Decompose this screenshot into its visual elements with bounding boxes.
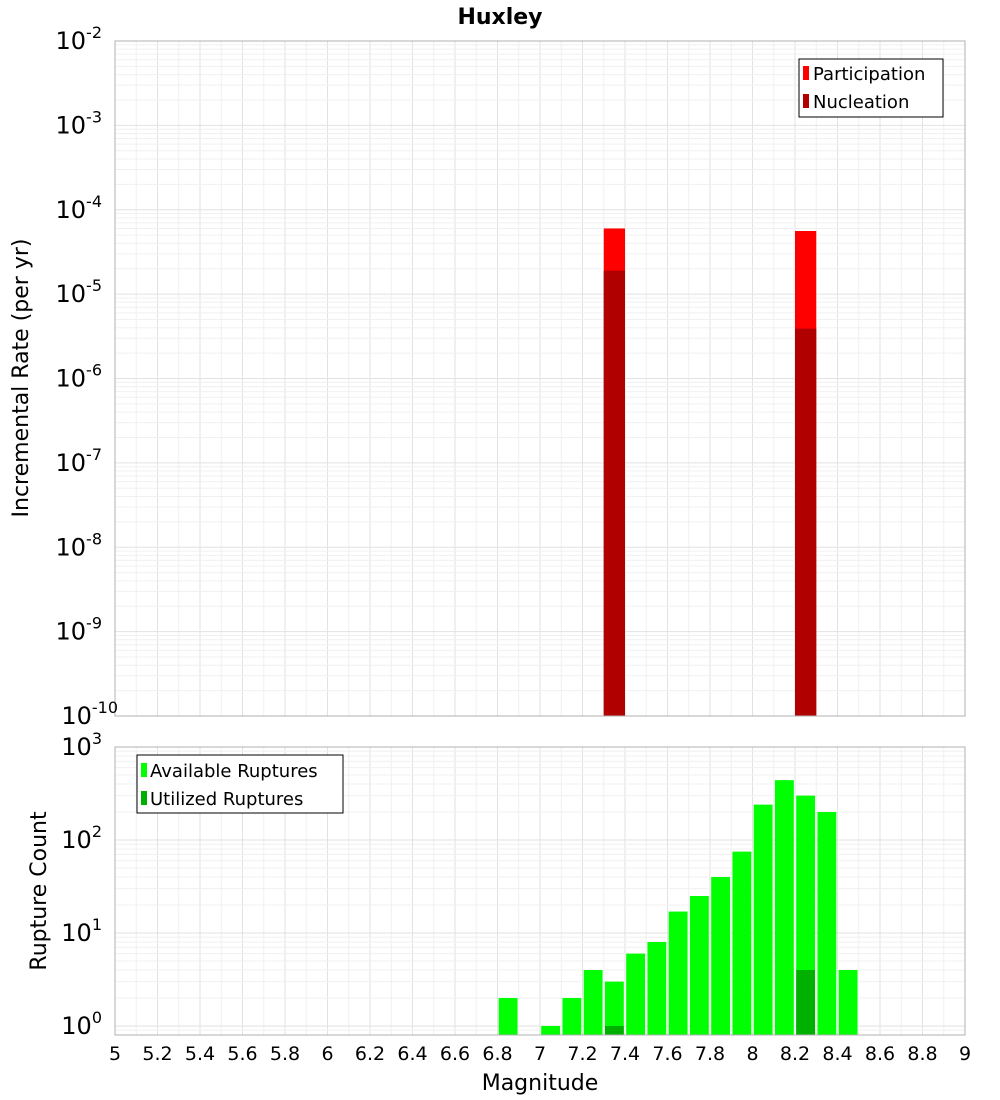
top-y-axis-label: Incremental Rate (per yr) xyxy=(9,239,34,518)
bottom-bar-available-ruptures xyxy=(732,851,752,1035)
x-tick-label: 8.8 xyxy=(907,1043,937,1065)
y-tick-label: 10-6 xyxy=(56,361,103,393)
legend-label-nucleation: Nucleation xyxy=(813,92,909,113)
x-tick-label: 7 xyxy=(534,1043,546,1065)
bottom-bar-available-ruptures xyxy=(753,804,773,1035)
bottom-legend: Available Ruptures Utilized Ruptures xyxy=(136,754,344,814)
bottom-bar-utilized-ruptures xyxy=(796,969,816,1035)
x-tick-label: 8 xyxy=(746,1043,758,1065)
y-tick-label: 10-5 xyxy=(56,276,103,308)
bottom-plot-frame xyxy=(114,746,966,1036)
y-tick-label: 10-10 xyxy=(61,698,118,730)
y-tick-label: 103 xyxy=(61,729,102,761)
bottom-bar-available-ruptures xyxy=(668,911,688,1035)
x-axis-label: Magnitude xyxy=(482,1071,599,1096)
bottom-bar-available-ruptures xyxy=(626,953,646,1035)
y-tick-label: 10-8 xyxy=(56,529,103,561)
legend-label-utilized-ruptures: Utilized Ruptures xyxy=(150,789,303,810)
legend-swatch-available-ruptures xyxy=(141,763,147,777)
top-plot-frame xyxy=(114,40,966,717)
x-tick-label: 8.2 xyxy=(780,1043,810,1065)
top-bar-nucleation xyxy=(795,328,817,716)
x-tick-label: 5.6 xyxy=(227,1043,257,1065)
y-tick-label: 10-4 xyxy=(56,192,103,224)
x-tick-label: 6.4 xyxy=(397,1043,427,1065)
legend-swatch-nucleation xyxy=(803,94,809,108)
legend-label-participation: Participation xyxy=(813,64,925,85)
bottom-bar-available-ruptures xyxy=(604,981,624,1035)
legend-swatch-participation xyxy=(803,66,809,80)
x-tick-label: 6.6 xyxy=(440,1043,470,1065)
bottom-y-axis-label: Rupture Count xyxy=(27,811,52,971)
y-tick-label: 10-7 xyxy=(56,445,103,477)
x-tick-label: 6 xyxy=(321,1043,333,1065)
bottom-bar-available-ruptures xyxy=(647,942,667,1035)
x-tick-label: 6.2 xyxy=(355,1043,385,1065)
bottom-plot-bars xyxy=(498,780,858,1035)
chart-title: Huxley xyxy=(457,5,542,30)
legend-label-available-ruptures: Available Ruptures xyxy=(150,761,318,782)
x-ticks: 5 5.2 5.4 5.6 5.8 6 6.2 6.4 6.6 6.8 7 7.2 7.4 7.6 7.8 8… xyxy=(109,1043,971,1065)
legend-swatch-utilized-ruptures xyxy=(141,791,147,805)
top-plot-bars xyxy=(603,228,817,716)
x-tick-label: 7.8 xyxy=(695,1043,725,1065)
y-tick-label: 10-2 xyxy=(56,23,103,55)
x-tick-label: 5.2 xyxy=(142,1043,172,1065)
top-y-ticks: 10-10 10-9 10-8 10-7 10-6 10-5 10-4 10-3 10-2 xyxy=(56,23,119,730)
y-tick-label: 102 xyxy=(61,822,102,854)
bottom-bar-available-ruptures xyxy=(689,895,709,1035)
bottom-bar-utilized-ruptures xyxy=(604,1025,624,1035)
x-tick-label: 6.8 xyxy=(482,1043,512,1065)
top-legend-box xyxy=(798,58,944,118)
x-tick-label: 9 xyxy=(959,1043,971,1065)
bottom-bar-available-ruptures xyxy=(498,997,518,1035)
bottom-bar-available-ruptures xyxy=(838,969,858,1035)
y-tick-label: 101 xyxy=(61,915,102,947)
bottom-bar-available-ruptures xyxy=(583,969,603,1035)
y-tick-label: 10-3 xyxy=(56,107,103,139)
x-tick-label: 8.4 xyxy=(822,1043,852,1065)
bottom-y-ticks: 100 101 102 103 xyxy=(61,729,102,1040)
top-bar-nucleation xyxy=(603,270,625,716)
x-tick-label: 7.2 xyxy=(567,1043,597,1065)
x-tick-label: 7.6 xyxy=(652,1043,682,1065)
bottom-bar-available-ruptures xyxy=(541,1025,561,1035)
x-tick-label: 5.4 xyxy=(185,1043,215,1065)
top-legend: Participation Nucleation xyxy=(798,58,944,118)
y-tick-label: 10-9 xyxy=(56,614,103,646)
bottom-bar-available-ruptures xyxy=(562,997,582,1035)
y-tick-label: 100 xyxy=(61,1008,102,1040)
x-tick-label: 7.4 xyxy=(610,1043,640,1065)
bottom-bar-available-ruptures xyxy=(711,877,731,1035)
x-tick-label: 5 xyxy=(109,1043,121,1065)
bottom-legend-box xyxy=(136,754,344,814)
x-tick-label: 5.8 xyxy=(270,1043,300,1065)
bottom-bar-available-ruptures xyxy=(774,780,794,1035)
bottom-bar-available-ruptures xyxy=(817,812,837,1035)
x-tick-label: 8.6 xyxy=(865,1043,895,1065)
top-plot-grid xyxy=(114,40,966,717)
